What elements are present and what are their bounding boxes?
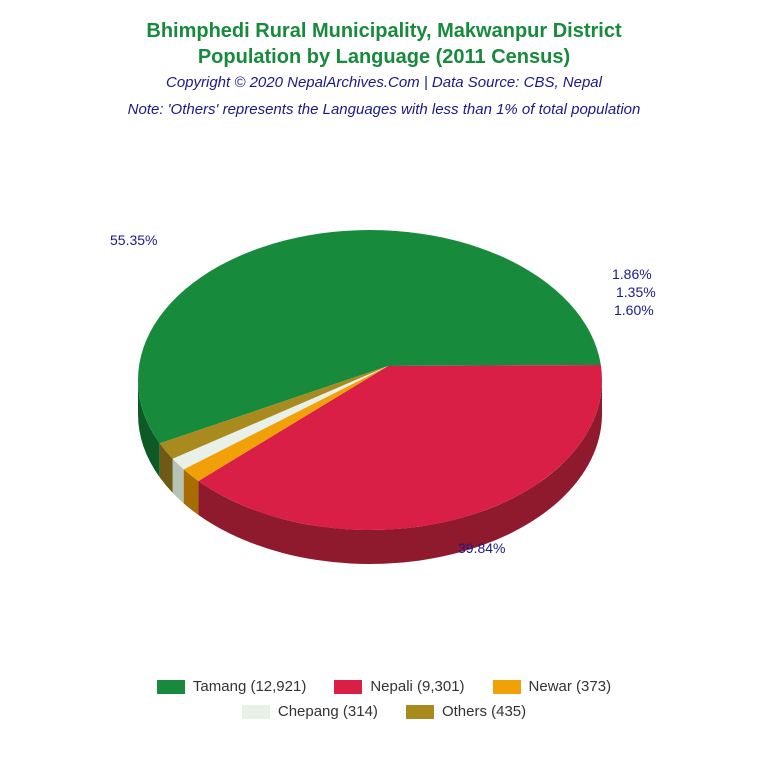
title-line-1: Bhimphedi Rural Municipality, Makwanpur … [0,18,768,44]
legend-swatch [406,705,434,719]
pie-data-label: 1.60% [614,302,654,318]
legend-item: Newar (373) [493,678,612,695]
legend-swatch [157,680,185,694]
pie-data-label: 39.84% [458,540,505,556]
legend-swatch [493,680,521,694]
title-line-2: Population by Language (2011 Census) [0,44,768,70]
legend-item: Chepang (314) [242,703,378,720]
legend-label: Nepali (9,301) [370,678,464,695]
legend-swatch [242,705,270,719]
legend-item: Tamang (12,921) [157,678,306,695]
subtitle: Copyright © 2020 NepalArchives.Com | Dat… [0,74,768,91]
header: Bhimphedi Rural Municipality, Makwanpur … [0,0,768,118]
legend-label: Newar (373) [529,678,612,695]
legend-label: Tamang (12,921) [193,678,306,695]
legend-label: Others (435) [442,703,526,720]
pie-chart: 55.35% 39.84% 1.86% 1.35% 1.60% [0,170,768,610]
legend-label: Chepang (314) [278,703,378,720]
legend: Tamang (12,921) Nepali (9,301) Newar (373)… [0,678,768,720]
pie-data-label: 1.35% [616,284,656,300]
pie-data-label: 55.35% [110,232,157,248]
note: Note: 'Others' represents the Languages … [0,101,768,118]
legend-swatch [334,680,362,694]
pie-data-label: 1.86% [612,266,652,282]
legend-item: Nepali (9,301) [334,678,464,695]
legend-item: Others (435) [406,703,526,720]
